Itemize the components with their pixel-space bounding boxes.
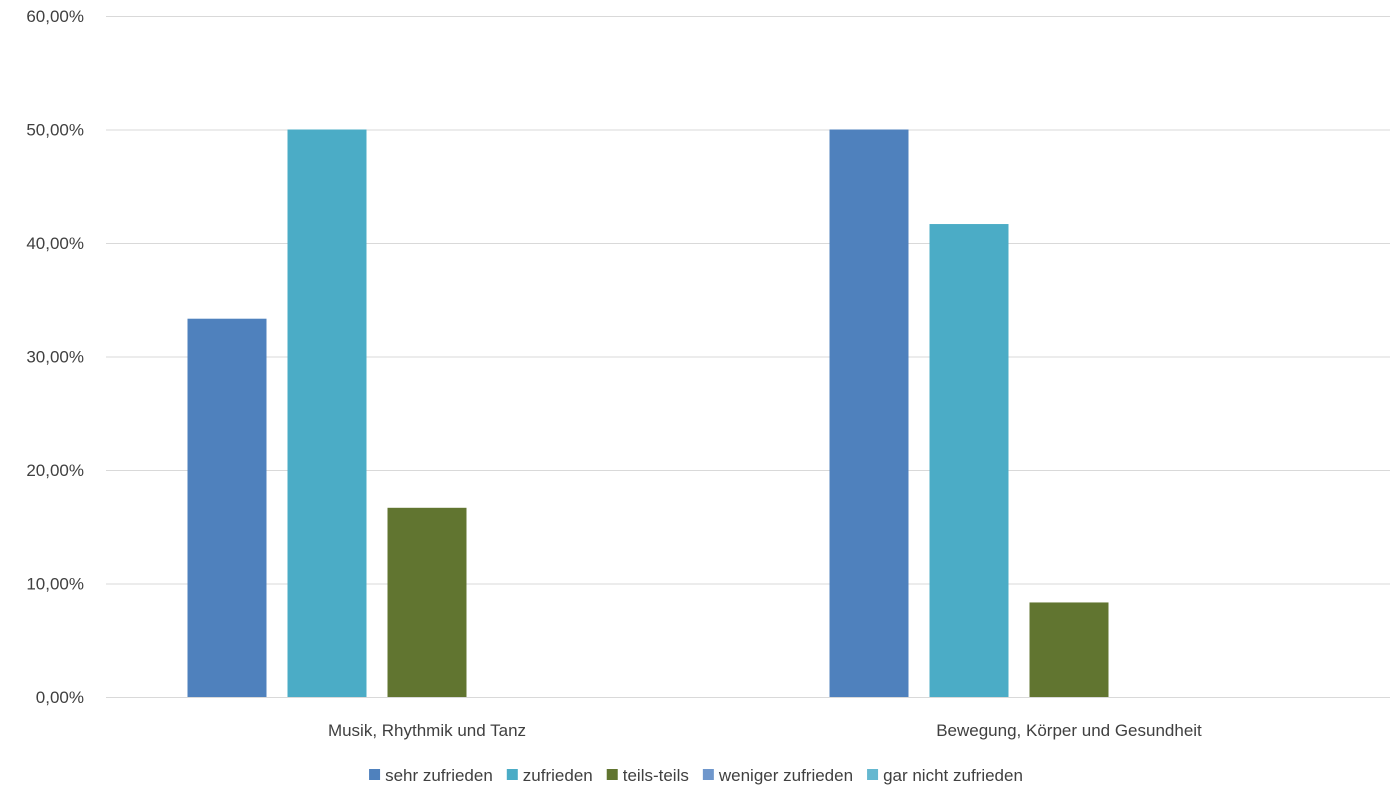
legend-item: sehr zufrieden [369, 766, 493, 785]
legend-item: weniger zufrieden [702, 766, 853, 785]
legend-item: teils-teils [606, 766, 689, 785]
legend-label: teils-teils [623, 766, 689, 785]
y-tick-label: 30,00% [26, 348, 84, 367]
bar [187, 318, 267, 697]
bars [187, 129, 1109, 697]
legend-swatch [369, 769, 381, 780]
bar [287, 129, 367, 697]
x-axis-category-labels: Musik, Rhythmik und Tanz Bewegung, Körper… [328, 721, 1202, 740]
legend-swatch [867, 769, 879, 780]
legend-label: sehr zufrieden [385, 766, 493, 785]
legend-label: weniger zufrieden [718, 766, 853, 785]
y-tick-label: 40,00% [26, 234, 84, 253]
bar [1029, 602, 1109, 697]
y-tick-label: 50,00% [26, 121, 84, 140]
legend-label: zufrieden [523, 766, 593, 785]
y-tick-label: 0,00% [36, 688, 84, 707]
y-tick-label: 20,00% [26, 461, 84, 480]
legend-item: zufrieden [506, 766, 593, 785]
legend: sehr zufrieden zufrieden teils-teils wenige… [369, 766, 1023, 785]
legend-item: gar nicht zufrieden [867, 766, 1023, 785]
y-tick-label: 60,00% [26, 7, 84, 26]
legend-label: gar nicht zufrieden [883, 766, 1023, 785]
x-category-label: Musik, Rhythmik und Tanz [328, 721, 526, 740]
y-tick-label: 10,00% [26, 575, 84, 594]
legend-swatch [702, 769, 714, 780]
bar [829, 129, 909, 697]
legend-swatch [506, 769, 518, 780]
x-category-label: Bewegung, Körper und Gesundheit [936, 721, 1202, 740]
bar [387, 507, 467, 697]
bar [929, 224, 1009, 697]
legend-swatch [606, 769, 618, 780]
y-axis-tick-labels: 0,00% 10,00% 20,00% 30,00% 40,00% 50,00% 60,00… [26, 7, 84, 707]
